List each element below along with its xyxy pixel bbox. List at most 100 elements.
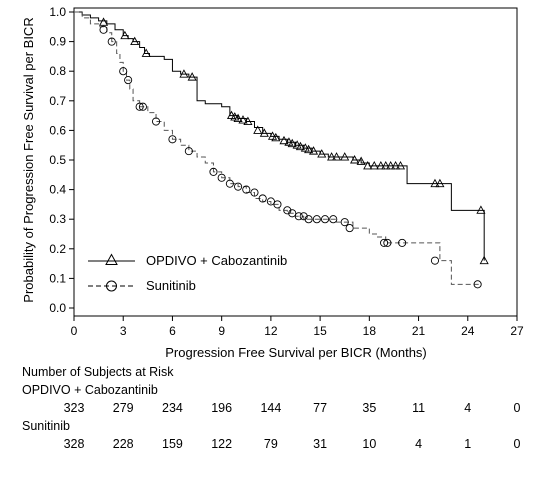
censor-marker-circle [340,218,349,227]
censor-marker-triangle [295,141,305,151]
censor-marker-triangle [179,69,189,78]
censor-marker-triangle [120,30,130,40]
risk-row-label-sunitinib: Sunitinib [22,419,70,433]
censor-marker-circle [168,135,177,144]
censor-marker-circle [184,147,193,156]
risk-count: 228 [113,437,134,451]
censor-marker-circle [288,209,297,218]
y-tick-label: 0.1 [49,271,66,285]
censor-marker-circle [217,173,226,182]
x-tick-label: 9 [218,324,225,338]
x-tick-label: 24 [461,324,475,338]
censor-marker-triangle [253,125,263,134]
censor-marker-triangle [243,116,253,125]
censor-marker-circle [119,67,128,76]
y-tick-label: 1.0 [49,5,66,19]
censor-marker-triangle [308,146,319,155]
censor-marker-triangle [369,160,379,170]
censor-marker-circle [258,194,267,203]
y-tick-label: 0.5 [49,153,66,167]
censor-marker-triangle [386,160,396,170]
risk-count: 122 [211,437,232,451]
censor-marker-triangle [187,72,197,81]
censor-marker-triangle [435,178,445,188]
risk-row-label-opdivo: OPDIVO + Cabozantinib [22,383,158,397]
censor-marker-triangle [430,178,440,188]
risk-table: Number of Subjects at Risk OPDIVO + Cabo… [22,365,521,451]
censor-marker-triangle [317,149,327,158]
risk-count: 10 [362,437,376,451]
censor-marker-circle [266,197,275,206]
legend-circle-icon [106,280,117,292]
censor-marker-circle [380,238,389,247]
censor-marker-circle [242,185,251,194]
censor-marker-triangle [238,115,248,124]
censor-marker-circle [107,37,116,46]
censor-marker-triangle [381,160,391,170]
y-axis-label: Probability of Progression Free Survival… [21,17,36,302]
risk-row-sunitinib: 328 228 159 122 79 31 10 4 1 0 [64,437,521,451]
censor-marker-circle [329,215,338,224]
y-axis-ticks: 0.0 0.1 0.2 0.3 0.4 0.5 0.6 0.7 0.8 0.9 1.0 [49,5,74,315]
legend-label-opdivo: OPDIVO + Cabozantinib [146,253,287,268]
risk-count: 4 [415,437,422,451]
censor-marker-circle [304,215,313,224]
x-tick-label: 12 [264,324,278,338]
censor-marker-triangle [340,152,350,161]
censor-marker-circle [135,102,144,111]
y-tick-label: 0.7 [49,94,66,108]
y-tick-label: 0.0 [49,301,66,315]
risk-count: 31 [313,437,327,451]
censor-marker-triangle [363,160,373,170]
censor-marker-triangle [98,17,109,26]
censor-marker-circle [312,215,321,224]
censor-marker-triangle [141,48,151,57]
risk-count: 35 [362,401,376,415]
risk-count: 279 [113,401,134,415]
censor-marker-triangle [376,160,386,170]
risk-count: 1 [464,437,471,451]
censor-marker-circle [138,102,147,111]
risk-count: 144 [260,401,281,415]
risk-table-title: Number of Subjects at Risk [22,365,174,379]
risk-count: 323 [64,401,85,415]
censor-marker-circle [151,117,161,126]
risk-count: 196 [211,401,232,415]
censor-marker-triangle [327,152,337,161]
x-tick-label: 27 [510,324,524,338]
censor-marker-circle [225,179,234,188]
plot-frame [73,7,518,317]
risk-count: 159 [162,437,183,451]
y-tick-label: 0.2 [49,242,66,256]
censor-marker-circle [99,25,108,34]
y-tick-label: 0.8 [49,64,66,78]
censor-marker-circle [283,206,292,215]
risk-count: 328 [64,437,85,451]
censor-marker-triangle [350,155,360,164]
x-tick-label: 3 [120,324,127,338]
censor-marker-circle [124,76,133,85]
legend: OPDIVO + Cabozantinib Sunitinib [88,253,287,293]
censor-marker-circle [209,167,218,176]
censor-marker-triangle [356,156,366,165]
censor-marker-triangle [259,128,269,137]
legend-triangle-icon [105,253,118,265]
risk-count: 77 [313,401,327,415]
risk-count: 0 [514,437,521,451]
x-tick-label: 6 [169,324,176,338]
censor-marker-circle [234,182,243,191]
risk-count: 11 [412,401,425,415]
series-layer [74,11,489,289]
censor-marker-triangle [391,160,401,170]
x-tick-label: 18 [363,324,377,338]
censor-marker-circle [273,200,282,209]
censor-marker-circle [250,188,259,197]
x-tick-label: 0 [71,324,78,338]
censor-marker-circle [320,215,330,224]
censor-marker-triangle [395,160,406,170]
censor-marker-triangle [130,36,140,46]
x-axis-label: Progression Free Survival per BICR (Mont… [165,345,427,360]
censor-marker-triangle [233,113,243,123]
censor-marker-circle [430,256,440,265]
